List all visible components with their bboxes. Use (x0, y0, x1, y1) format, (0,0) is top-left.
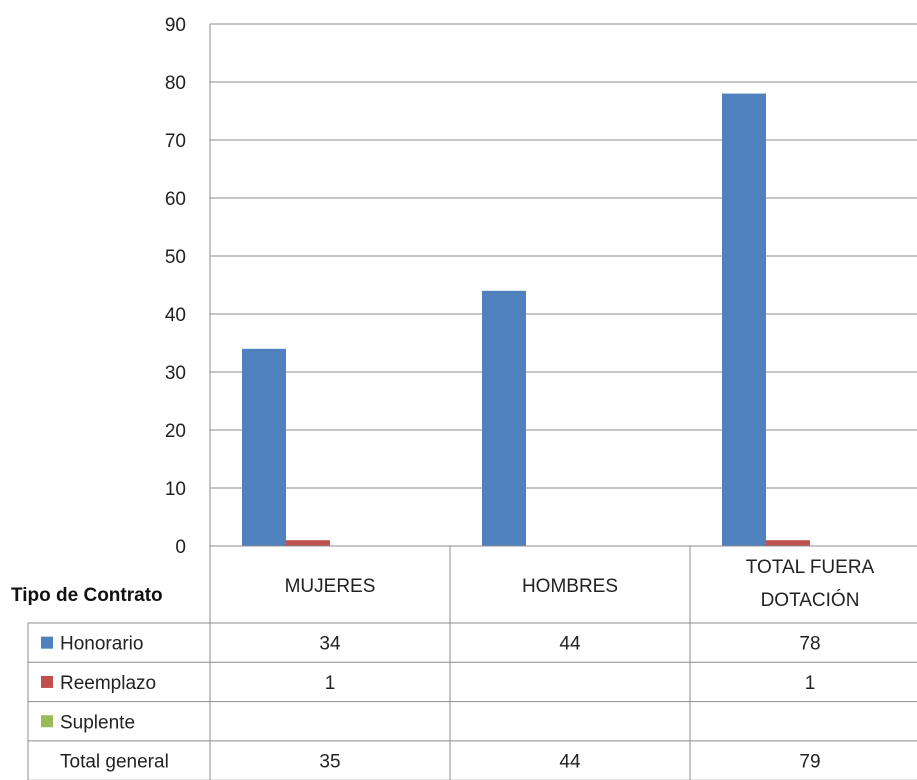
row-label-honorario: Honorario (60, 634, 143, 655)
y-tick-label: 40 (165, 305, 186, 326)
y-tick-label: 0 (175, 537, 186, 558)
y-tick-label: 50 (165, 247, 186, 268)
table-title: Tipo de Contrato (11, 585, 163, 606)
y-tick-label: 60 (165, 189, 186, 210)
table-cell: 1 (325, 673, 336, 694)
row-label-suplente: Suplente (60, 712, 135, 733)
category-label: HOMBRES (522, 576, 618, 597)
table-cell: 34 (319, 634, 341, 655)
legend-key-honorario (41, 636, 53, 649)
y-tick-label: 90 (165, 15, 186, 36)
category-label: TOTAL FUERA (746, 557, 875, 578)
table-cell: 44 (559, 634, 581, 655)
category-label: DOTACIÓN (761, 589, 860, 611)
table-cell-total: 44 (559, 752, 581, 773)
y-tick-label: 10 (165, 479, 186, 500)
table-cell-total: 35 (319, 752, 340, 773)
gridlines (209, 23, 917, 547)
y-tick-label: 20 (165, 421, 186, 442)
y-tick-label: 30 (165, 363, 186, 384)
data-table: Tipo de Contrato MUJERES HOMBRES TOTAL FUER… (11, 545, 917, 780)
table-cell: 78 (799, 634, 820, 655)
category-label: MUJERES (285, 576, 376, 597)
row-label-total: Total general (60, 752, 169, 773)
bar-honorario-2 (482, 290, 526, 546)
y-tick-label: 80 (165, 73, 186, 94)
legend-key-suplente (41, 715, 53, 728)
y-tick-label: 70 (165, 131, 186, 152)
bar-honorario-3 (722, 93, 766, 546)
y-axis-ticks: 0 10 20 30 40 50 60 70 80 90 (165, 15, 186, 558)
table-cell-total: 79 (799, 752, 820, 773)
table-cell: 1 (805, 673, 816, 694)
legend-key-reemplazo (41, 675, 53, 688)
bar-reemplazo-3 (766, 540, 810, 546)
bar-reemplazo-1 (286, 540, 330, 546)
row-label-reemplazo: Reemplazo (60, 673, 156, 694)
bars (242, 93, 810, 546)
bar-honorario-1 (242, 348, 286, 546)
